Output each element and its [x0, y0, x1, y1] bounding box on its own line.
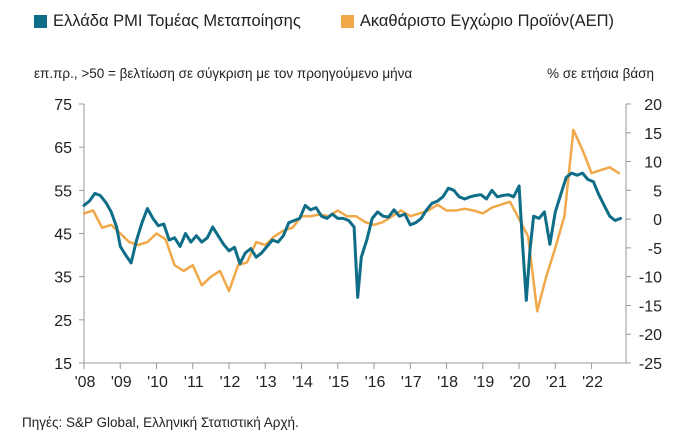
right-axis-subtitle: % σε ετήσια βάση [546, 66, 654, 81]
x-tick-label: '10 [147, 374, 168, 391]
y-left-tick-label: 25 [54, 313, 72, 330]
y-right-tick-label: 20 [644, 97, 662, 114]
y-left-tick-label: 15 [54, 356, 72, 373]
y-right-tick-label: -15 [639, 298, 662, 315]
x-tick-label: '09 [111, 374, 132, 391]
y-right-tick-label: 15 [644, 126, 662, 143]
legend-item-pmi: Ελλάδα PMI Τομέας Μεταποίησης [34, 12, 301, 31]
y-right-tick-label: -25 [639, 356, 662, 373]
left-axis-subtitle: επ.πρ., >50 = βελτίωση σε σύγκριση με το… [34, 66, 413, 81]
x-tick-label: '15 [328, 374, 349, 391]
y-right-tick-label: -5 [648, 241, 662, 258]
x-tick-label: '12 [220, 374, 241, 391]
x-tick-label: '19 [473, 374, 494, 391]
y-right-tick-label: -10 [639, 270, 662, 287]
y-left-tick-label: 35 [54, 270, 72, 287]
y-left-tick-label: 75 [54, 97, 72, 114]
y-right-tick-label: 10 [644, 155, 662, 172]
x-tick-label: '18 [437, 374, 458, 391]
x-tick-label: '21 [546, 374, 567, 391]
legend-swatch-gdp [340, 14, 354, 28]
y-right-tick-label: -20 [639, 327, 662, 344]
x-tick-label: '08 [75, 374, 96, 391]
source-note: Πηγές: S&P Global, Ελληνική Στατιστική Α… [22, 415, 299, 430]
y-left-tick-label: 55 [54, 183, 72, 200]
y-left-tick-label: 65 [54, 140, 72, 157]
y-left-tick-label: 45 [54, 227, 72, 244]
x-tick-label: '17 [401, 374, 422, 391]
legend-item-gdp: Ακαθάριστο Εγχώριο Προϊόν(ΑΕΠ) [340, 11, 615, 31]
chart-legend: Ελλάδα PMI Τομέας Μεταποίησης Ακαθάριστο… [34, 6, 690, 36]
series-line-pmi [82, 171, 623, 302]
y-right-tick-label: 0 [653, 212, 662, 229]
x-tick-label: '13 [256, 374, 277, 391]
series-line-gdp [82, 128, 620, 313]
y-right-tick-label: 5 [653, 183, 662, 200]
x-tick-label: '11 [184, 374, 204, 391]
x-tick-label: '14 [292, 374, 313, 391]
legend-label-gdp: Ακαθάριστο Εγχώριο Προϊόν(ΑΕΠ) [359, 11, 615, 30]
x-tick-label: '20 [510, 374, 531, 391]
legend-label-pmi: Ελλάδα PMI Τομέας Μεταποίησης [53, 11, 301, 30]
x-tick-label: '22 [582, 374, 603, 391]
x-tick-label: '16 [365, 374, 386, 391]
legend-swatch-pmi [34, 14, 47, 28]
